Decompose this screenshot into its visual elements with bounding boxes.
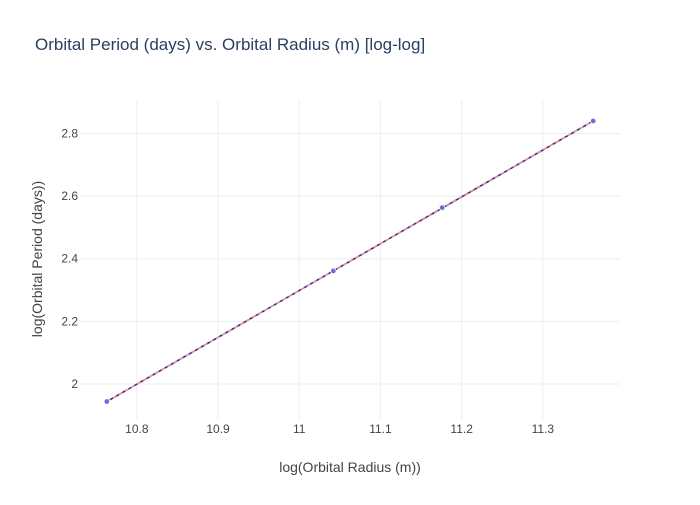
- data-point: [330, 267, 337, 275]
- data-series: [103, 117, 597, 405]
- x-axis-title: log(Orbital Radius (m)): [279, 459, 421, 475]
- y-tick-label: 2.2: [61, 314, 78, 328]
- grid-lines: [80, 100, 620, 420]
- y-tick-label: 2.8: [61, 127, 78, 141]
- series-dashed-line: [106, 120, 594, 403]
- x-tick-label: 11.1: [369, 422, 392, 436]
- data-point: [590, 117, 597, 125]
- data-point: [438, 204, 446, 211]
- x-tick-label: 11.3: [532, 422, 555, 436]
- chart-title: Orbital Period (days) vs. Orbital Radius…: [35, 35, 425, 54]
- x-tick-label: 11: [293, 422, 306, 436]
- data-point: [103, 398, 110, 405]
- x-tick-label: 10.8: [125, 422, 149, 436]
- y-tick-label: 2.6: [61, 189, 78, 203]
- x-tick-label: 11.2: [450, 422, 473, 436]
- x-tick-label: 10.9: [206, 422, 230, 436]
- tick-labels: 10.8 10.9 11 11.1 11.2 11.3 2 2.2 2.4 2.6 2.8: [61, 127, 554, 436]
- y-tick-label: 2: [71, 377, 78, 391]
- y-axis-title: log(Orbital Period (days)): [29, 181, 45, 337]
- y-tick-label: 2.4: [61, 252, 78, 266]
